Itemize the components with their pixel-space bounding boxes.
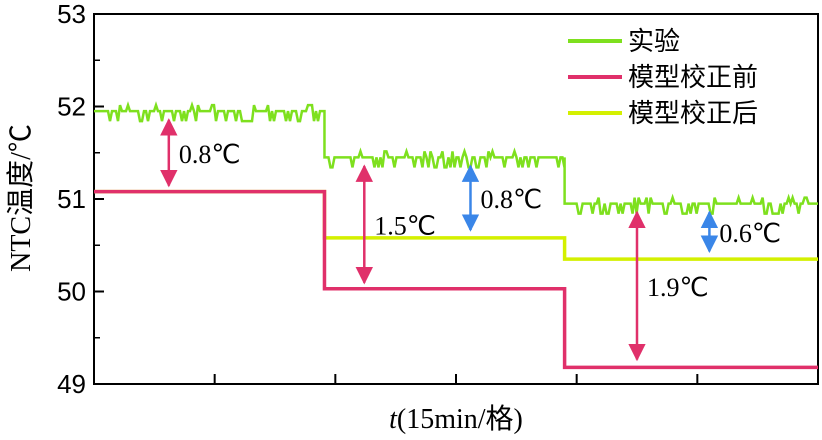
y-tick-label-2: 51 bbox=[57, 184, 86, 214]
series-line-0 bbox=[94, 101, 818, 215]
x-axis-title-italic: t bbox=[389, 404, 398, 435]
y-tick-label-0: 49 bbox=[57, 369, 86, 399]
x-axis-title: t(15min/格) bbox=[389, 403, 523, 435]
y-tick-label-3: 52 bbox=[57, 92, 86, 122]
legend: 实验 模型校正前 模型校正后 bbox=[568, 27, 758, 129]
y-tick-label-1: 50 bbox=[57, 277, 86, 307]
x-axis-title-rest: (15min/格) bbox=[397, 403, 523, 435]
annotation-label-0: 0.8℃ bbox=[179, 140, 241, 169]
y-axis-title: NTC温度/℃ bbox=[5, 124, 37, 272]
legend-label-2: 模型校正后 bbox=[628, 99, 758, 129]
legend-label-1: 模型校正前 bbox=[628, 63, 758, 93]
legend-label-0: 实验 bbox=[628, 27, 680, 57]
y-tick-label-4: 53 bbox=[57, 0, 86, 29]
annotation-label-3: 1.9℃ bbox=[647, 273, 709, 302]
annotation-label-4: 0.6℃ bbox=[719, 219, 781, 248]
annotation-label-1: 1.5℃ bbox=[374, 211, 436, 240]
annotation-label-2: 0.8℃ bbox=[480, 185, 542, 214]
series-line-1 bbox=[94, 189, 818, 370]
